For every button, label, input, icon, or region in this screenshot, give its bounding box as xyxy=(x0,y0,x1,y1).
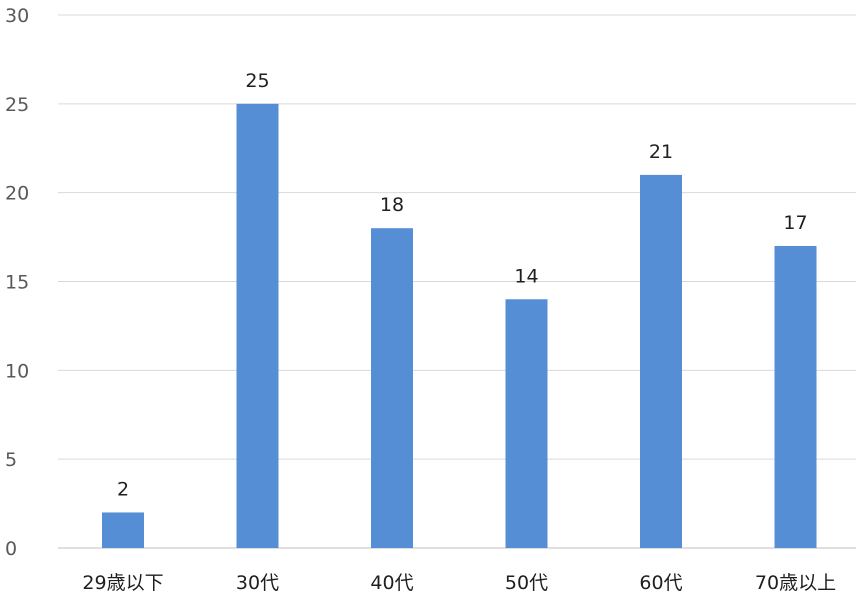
x-category-label: 60代 xyxy=(639,572,682,594)
y-axis-tick-labels: 0 5 10 15 20 25 30 xyxy=(5,5,29,560)
x-category-label: 29歳以下 xyxy=(82,572,163,594)
data-label: 18 xyxy=(380,194,404,216)
y-tick-label: 25 xyxy=(5,94,29,116)
x-category-label: 50代 xyxy=(505,572,548,594)
y-tick-label: 5 xyxy=(5,449,17,471)
data-label: 17 xyxy=(783,212,807,234)
x-axis-category-labels: 29歳以下 30代 40代 50代 60代 70歳以上 xyxy=(82,572,836,594)
bar-6 xyxy=(774,245,817,548)
x-category-label: 70歳以上 xyxy=(755,572,836,594)
bar-5 xyxy=(640,174,682,548)
bar-1 xyxy=(102,512,144,548)
bar-2 xyxy=(236,103,279,548)
x-category-label: 40代 xyxy=(370,572,413,594)
y-tick-label: 0 xyxy=(5,538,17,560)
data-label: 25 xyxy=(245,70,269,92)
data-label: 21 xyxy=(649,141,673,163)
bar-3 xyxy=(371,228,413,548)
y-tick-label: 20 xyxy=(5,183,29,205)
data-label: 2 xyxy=(117,478,129,500)
data-label: 14 xyxy=(514,265,538,287)
gridlines xyxy=(58,14,856,549)
x-category-label: 30代 xyxy=(236,572,279,594)
y-tick-label: 15 xyxy=(5,272,29,294)
y-tick-label: 10 xyxy=(5,360,29,382)
bars xyxy=(102,103,817,548)
bar-4 xyxy=(505,299,548,548)
y-tick-label: 30 xyxy=(5,5,29,27)
data-labels: 2 25 18 14 21 17 xyxy=(117,70,808,501)
